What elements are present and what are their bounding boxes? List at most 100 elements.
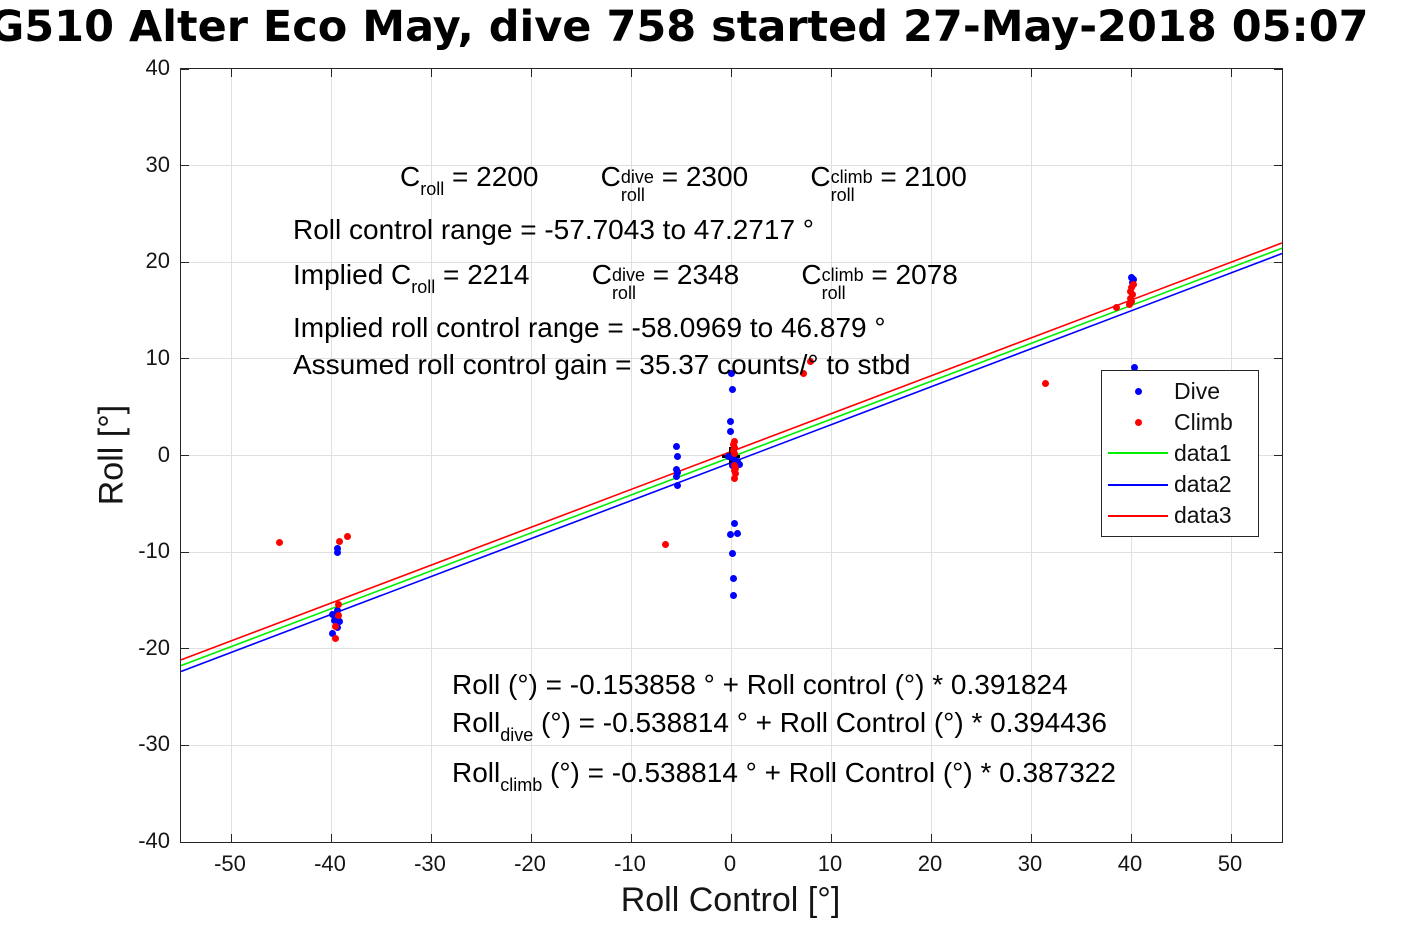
- climb-point: [1126, 294, 1134, 302]
- legend-line-icon: [1108, 514, 1168, 517]
- dive-point: [333, 548, 341, 556]
- legend-label: data3: [1174, 502, 1232, 529]
- x-tick-label: -20: [514, 851, 546, 876]
- dive-point: [1130, 364, 1138, 372]
- x-tick-label: -30: [414, 851, 446, 876]
- subscript: roll: [830, 185, 855, 205]
- x-tick: [930, 834, 932, 842]
- x-tick: [330, 69, 332, 77]
- dive-point: [728, 386, 736, 394]
- dive-point: [672, 465, 680, 473]
- subscript: roll: [420, 179, 445, 199]
- annotation-roll-control-range: Roll control range = -57.7043 to 47.2717…: [293, 213, 814, 247]
- plot-area: [180, 68, 1283, 843]
- subscript: roll: [821, 283, 846, 303]
- climb-point: [1129, 280, 1137, 288]
- x-tick: [1030, 69, 1032, 77]
- x-tick: [330, 834, 332, 842]
- climb-point: [731, 470, 739, 478]
- x-tick-label: -10: [614, 851, 646, 876]
- y-tick-label: 40: [145, 55, 170, 80]
- annotation-text: Roll: [452, 757, 501, 788]
- climb-point: [331, 634, 339, 642]
- x-axis-label: Roll Control [°]: [620, 881, 841, 919]
- annotation-text: = 2348 C: [644, 259, 822, 290]
- x-tick: [430, 834, 432, 842]
- y-tick: [1274, 261, 1282, 263]
- annotation-text: = 2200 C: [444, 161, 621, 192]
- legend-dot-icon: [1134, 418, 1142, 426]
- x-tick: [430, 69, 432, 77]
- y-tick-label: 20: [145, 248, 170, 274]
- x-tick: [630, 834, 632, 842]
- x-tick: [1130, 69, 1132, 77]
- climb-point: [334, 600, 342, 608]
- annotation-text: = 2078: [863, 259, 958, 290]
- y-tick: [1274, 455, 1282, 456]
- y-tick: [181, 744, 189, 746]
- climb-point: [730, 450, 738, 458]
- title-clip: SG510 Alter Eco May, dive 758 started 27…: [0, 0, 1417, 66]
- y-tick: [1274, 165, 1282, 167]
- dive-point: [726, 531, 734, 539]
- legend-item-data2: data2: [1102, 470, 1258, 500]
- x-tick: [730, 69, 732, 77]
- annotation-text: C: [400, 161, 421, 192]
- annotation-text: (°) = -0.538814 ° + Roll Control (°) * 0…: [542, 757, 1116, 788]
- sup-sub-stack: climb roll: [831, 168, 873, 204]
- x-tick: [1130, 834, 1132, 842]
- dive-point: [727, 369, 735, 377]
- annotation-fit-equation-climb: Rollclimb (°) = -0.538814 ° + Roll Contr…: [452, 756, 1116, 795]
- legend-marker: [1102, 452, 1174, 455]
- climb-point: [799, 369, 807, 377]
- climb-point: [1125, 301, 1133, 309]
- dive-point: [328, 629, 336, 637]
- x-tick: [1230, 69, 1232, 77]
- y-tick: [1274, 358, 1282, 360]
- legend-line-icon: [1108, 452, 1168, 455]
- annotation-implied-roll-control-range: Implied roll control range = -58.0969 to…: [293, 311, 886, 345]
- dive-point: [673, 469, 681, 477]
- dive-point: [673, 452, 681, 460]
- sup-sub-stack: dive roll: [621, 168, 654, 204]
- x-tick: [230, 834, 232, 842]
- dive-point: [333, 606, 341, 614]
- climb-point: [1127, 298, 1135, 306]
- superscript: climb: [830, 167, 873, 187]
- dive-point: [726, 418, 734, 426]
- legend-marker: [1102, 387, 1174, 395]
- subscript: roll: [620, 185, 645, 205]
- climb-point: [661, 540, 669, 548]
- y-tick: [1274, 68, 1282, 70]
- x-tick: [930, 69, 932, 77]
- y-tick: [1274, 841, 1282, 843]
- superscript: climb: [821, 265, 864, 285]
- dive-point: [672, 443, 680, 451]
- dive-point: [328, 611, 336, 619]
- y-tick: [181, 68, 189, 70]
- x-tick-label: 0: [723, 851, 737, 876]
- y-tick: [1274, 648, 1282, 650]
- climb-point: [331, 623, 339, 631]
- y-tick: [1274, 744, 1282, 746]
- dive-point: [728, 549, 736, 557]
- climb-point: [275, 538, 283, 546]
- superscript: dive: [620, 167, 654, 187]
- x-tick: [1230, 834, 1232, 842]
- legend-label: Dive: [1174, 377, 1221, 404]
- annotation-assumed-roll-control-gain: Assumed roll control gain = 35.37 counts…: [293, 348, 910, 382]
- dive-point: [730, 519, 738, 527]
- x-tick: [230, 69, 232, 77]
- annotation-text: (°) = -0.538814 ° + Roll Control (°) * 0…: [533, 707, 1107, 738]
- y-tick: [181, 551, 189, 553]
- climb-point: [1126, 287, 1134, 295]
- y-tick-label: 30: [145, 151, 170, 177]
- sup-sub-stack: climb roll: [822, 266, 864, 302]
- dive-point: [733, 530, 741, 538]
- dive-point: [729, 454, 737, 462]
- legend-item-Climb: Climb: [1102, 407, 1258, 437]
- y-tick: [181, 455, 189, 456]
- y-tick-label: -10: [138, 538, 170, 564]
- x-tick-label: -50: [214, 851, 246, 876]
